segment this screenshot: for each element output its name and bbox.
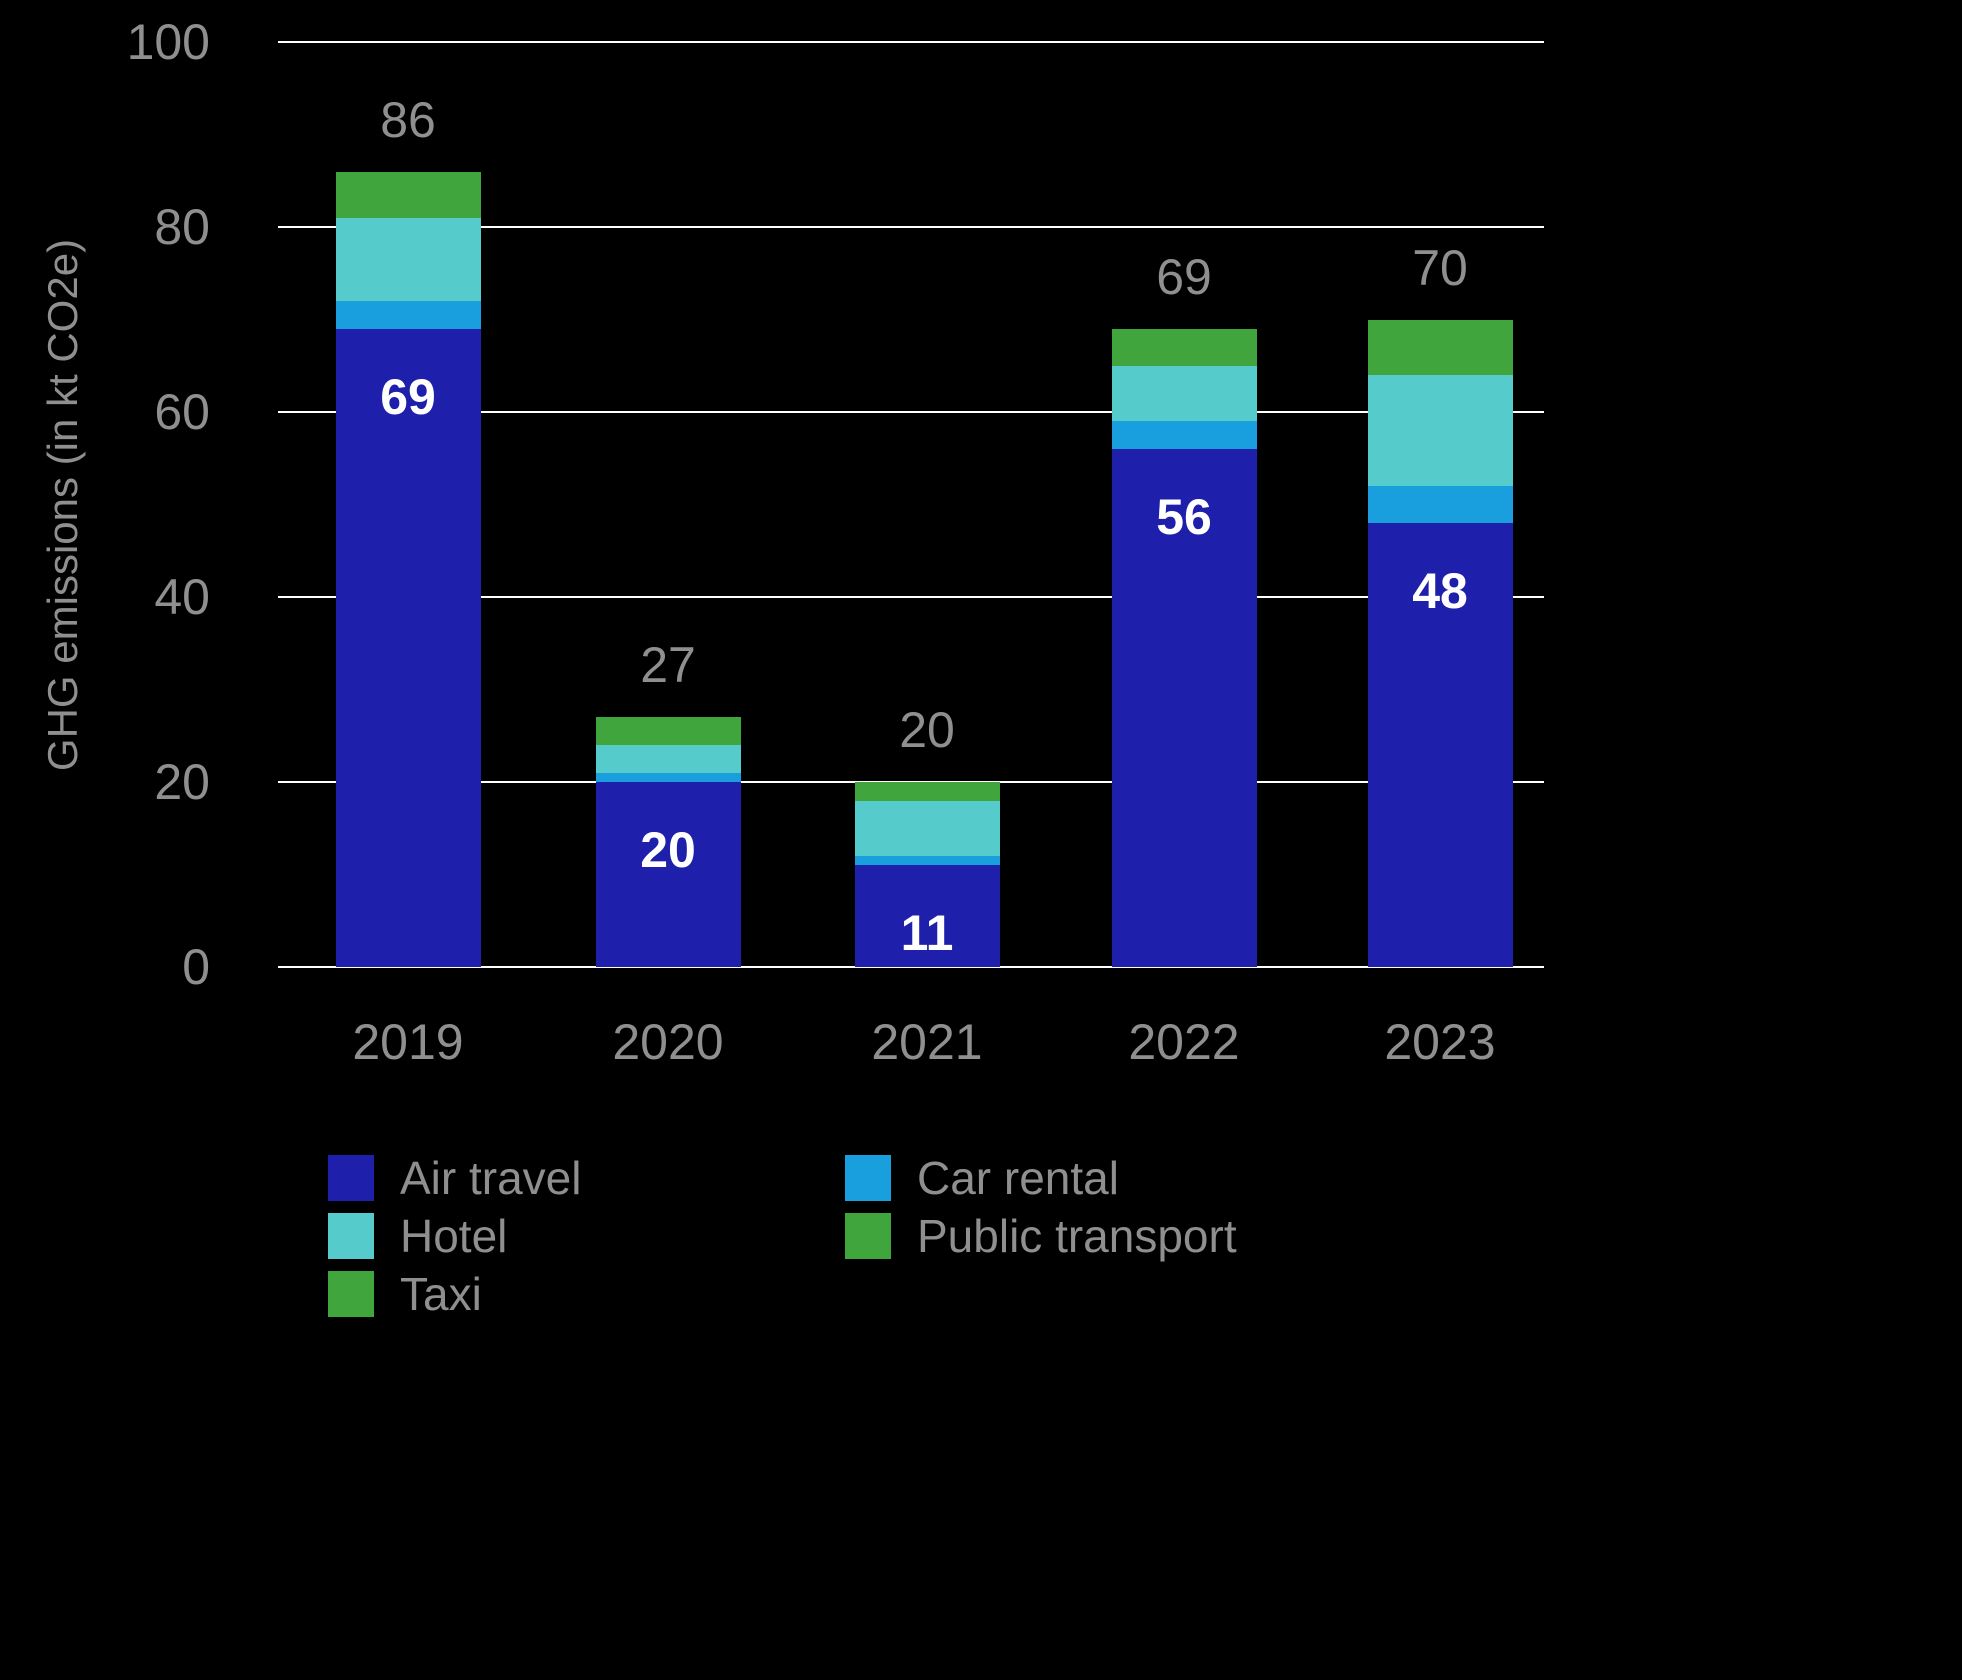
segment-hotel-2020	[595, 745, 741, 773]
segment-air-travel-2019	[335, 328, 481, 967]
legend-swatch-car-rental	[845, 1155, 891, 1201]
legend-label-taxi: Taxi	[400, 1268, 482, 1320]
y-tick-label-20: 20	[154, 754, 210, 810]
air-travel-value-label-2019: 69	[380, 368, 436, 425]
segment-car-rental-2022	[1111, 421, 1257, 449]
gridline-40	[278, 596, 1544, 598]
segment-car-rental-2020	[595, 772, 741, 782]
legend-swatch-hotel	[328, 1213, 374, 1259]
x-axis-label-2019: 2019	[352, 1014, 464, 1070]
segment-taxi-2021	[854, 791, 1000, 801]
segment-public-transport-2021	[854, 782, 1000, 792]
segment-air-travel-2021	[854, 865, 1000, 967]
air-travel-value-label-2022: 56	[1156, 489, 1212, 545]
x-axis-label-2022: 2022	[1128, 1014, 1240, 1070]
segment-hotel-2022	[1111, 365, 1257, 422]
y-tick-label-80: 80	[154, 199, 210, 255]
segment-public-transport-2022	[1111, 328, 1257, 348]
legend-swatch-taxi	[328, 1271, 374, 1317]
gridline-100	[278, 41, 1544, 43]
segment-car-rental-2019	[335, 301, 481, 329]
bar-total-label-2021: 20	[899, 702, 955, 758]
segment-taxi-2023	[1367, 347, 1513, 375]
y-tick-label-0: 0	[182, 939, 210, 995]
air-travel-value-label-2021: 11	[900, 905, 954, 962]
legend-label-hotel: Hotel	[400, 1210, 508, 1262]
bar-total-label-2023: 70	[1412, 239, 1468, 296]
x-axis-label-2023: 2023	[1384, 1014, 1496, 1070]
y-tick-label-100: 100	[126, 14, 210, 70]
segment-public-transport-2019	[335, 171, 481, 200]
y-axis-title: GHG emissions (in kt CO2e)	[39, 238, 86, 772]
segment-public-transport-2023	[1367, 319, 1513, 348]
y-tick-label-60: 60	[154, 384, 210, 440]
bar-total-label-2020: 27	[640, 637, 696, 694]
segment-taxi-2020	[595, 735, 741, 745]
y-tick-label-40: 40	[154, 569, 210, 625]
gridline-80	[278, 226, 1544, 228]
segment-taxi-2022	[1111, 347, 1257, 366]
legend-label-public-transport: Public transport	[917, 1210, 1237, 1262]
air-travel-value-label-2023: 48	[1412, 563, 1468, 619]
x-axis-label-2021: 2021	[871, 1014, 983, 1070]
segment-public-transport-2020	[595, 717, 741, 736]
segment-air-travel-2020	[595, 782, 741, 967]
segment-air-travel-2023	[1367, 523, 1513, 967]
segment-hotel-2023	[1367, 375, 1513, 486]
segment-taxi-2019	[335, 199, 481, 218]
legend-label-car-rental: Car rental	[917, 1152, 1119, 1204]
segment-air-travel-2022	[1111, 449, 1257, 967]
segment-hotel-2021	[854, 800, 1000, 856]
air-travel-value-label-2020: 20	[640, 822, 696, 878]
segment-car-rental-2021	[854, 856, 1000, 866]
gridline-60	[278, 411, 1544, 413]
segment-hotel-2019	[335, 217, 481, 301]
bar-total-label-2022: 69	[1156, 248, 1212, 305]
gridline-0	[278, 966, 1544, 968]
legend-swatch-air-travel	[328, 1155, 374, 1201]
x-axis-label-2020: 2020	[612, 1014, 724, 1070]
legend-label-air-travel: Air travel	[400, 1152, 582, 1204]
bar-total-label-2019: 86	[380, 91, 436, 148]
legend-swatch-public-transport	[845, 1213, 891, 1259]
segment-car-rental-2023	[1367, 486, 1513, 523]
